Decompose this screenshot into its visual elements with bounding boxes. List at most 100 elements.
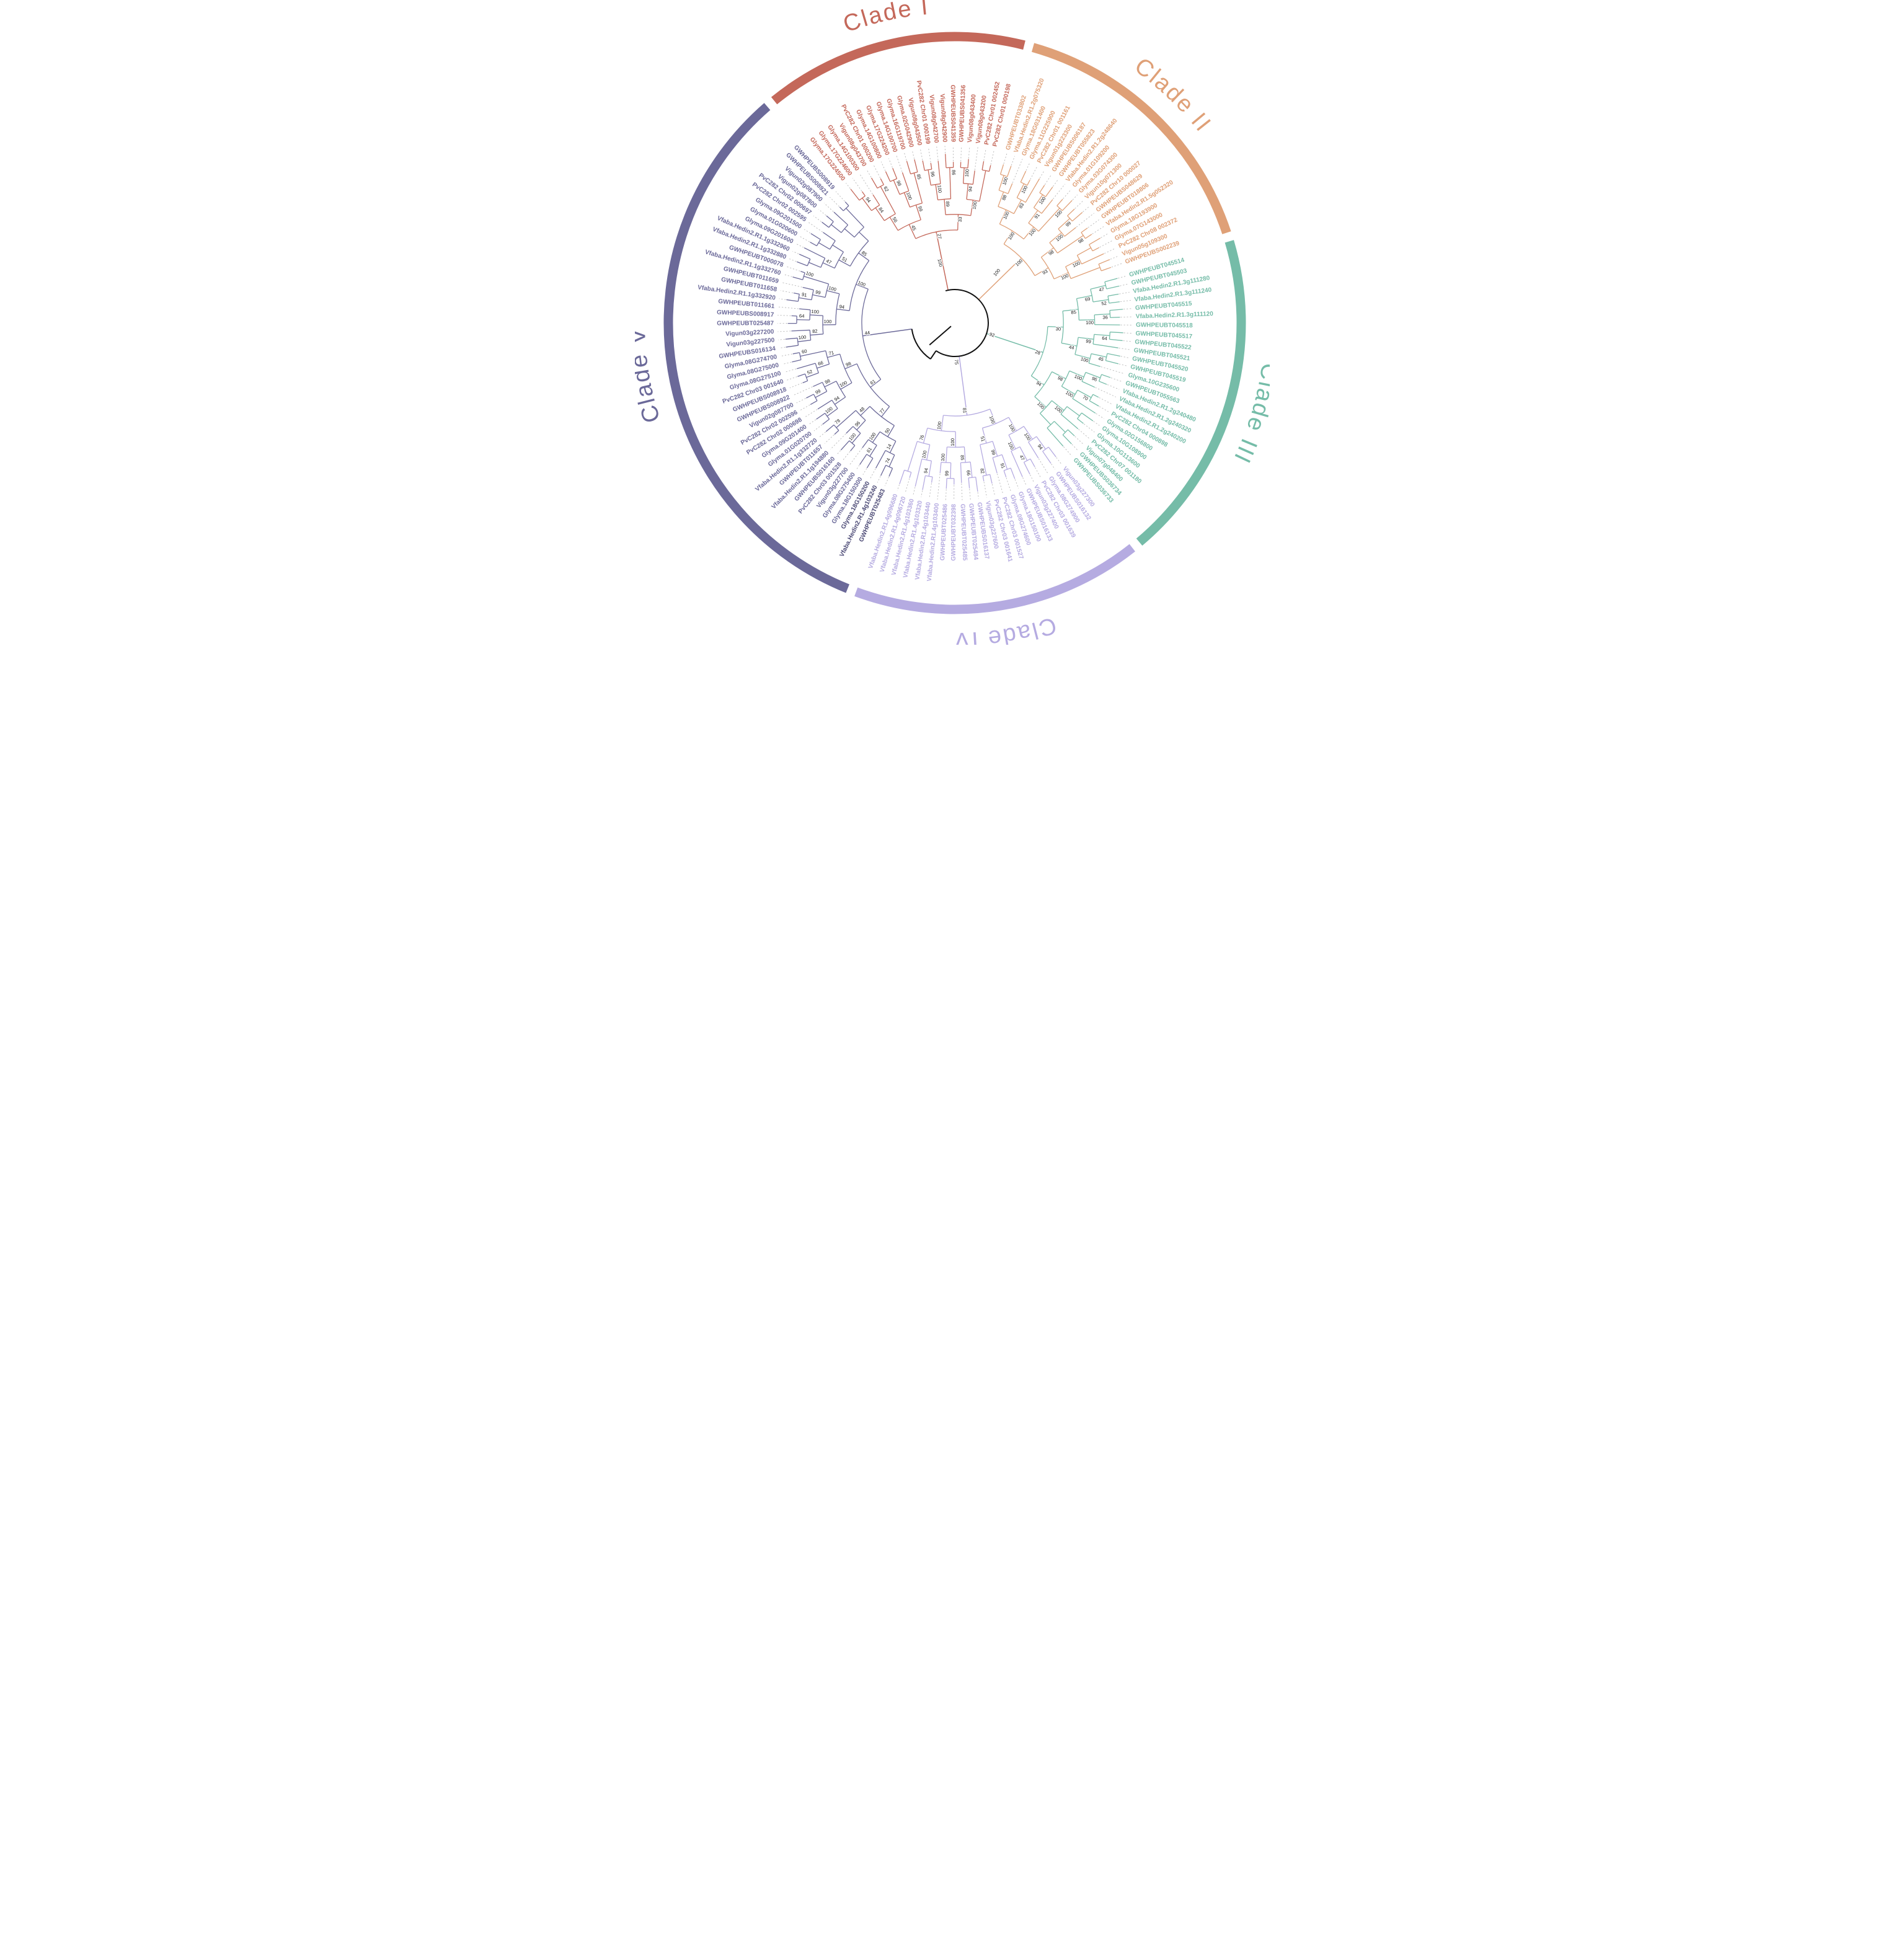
bootstrap-value: 99	[990, 449, 996, 456]
branch	[930, 162, 932, 170]
branch	[907, 441, 918, 472]
clade-arc-bands	[663, 32, 1246, 614]
leader-line	[912, 487, 915, 496]
bootstrap-value: 69	[1084, 296, 1091, 302]
leader-line	[796, 398, 806, 404]
branch	[997, 192, 1004, 207]
branch	[982, 476, 984, 482]
leader-line	[808, 222, 823, 232]
bootstrap-value: 100	[1060, 273, 1069, 281]
leader-line	[1050, 464, 1055, 470]
bootstrap-value: 98	[1056, 375, 1064, 383]
bootstrap-value: 98	[1077, 237, 1084, 244]
bootstrap-value: 100	[1006, 441, 1014, 450]
leader-line	[818, 431, 826, 438]
bootstrap-value: 51	[979, 436, 986, 442]
branch	[970, 462, 973, 478]
leader-line	[1092, 421, 1100, 426]
leader-line	[859, 173, 873, 195]
leader-line	[1071, 444, 1078, 451]
bootstrap-value: 85	[959, 455, 965, 461]
branch	[1047, 427, 1063, 447]
leader-line	[779, 347, 786, 348]
leader-line	[804, 409, 817, 418]
leader-line	[792, 386, 813, 396]
root-stub	[929, 325, 952, 346]
bootstrap-value: 94	[839, 304, 845, 310]
leader-lines	[777, 146, 1132, 500]
leader-line	[862, 468, 867, 475]
branch	[888, 454, 895, 467]
bootstrap-value: 30	[1055, 326, 1061, 332]
branch	[866, 458, 873, 469]
leader-line	[1110, 255, 1119, 260]
leader-line	[945, 489, 947, 500]
branch	[1026, 179, 1030, 186]
branch	[822, 232, 836, 241]
leader-line	[829, 197, 839, 207]
leader-line	[777, 306, 799, 309]
branch	[1007, 417, 1017, 431]
leader-line	[983, 482, 987, 498]
branch	[875, 450, 886, 469]
branch	[913, 172, 923, 203]
branch-arc	[937, 198, 950, 201]
bootstrap-value: 88	[1001, 194, 1007, 201]
bootstrap-value: 100	[992, 268, 1001, 277]
branch	[921, 476, 926, 490]
leaf-label: GWHPEUBS041356	[958, 84, 967, 142]
branch	[802, 380, 808, 384]
bootstrap-value: 81	[962, 407, 968, 413]
leader-line	[911, 151, 914, 159]
leader-line	[835, 191, 845, 202]
leader-line	[1117, 275, 1126, 279]
branch	[859, 454, 867, 465]
leaf-label: Vigun08g042900	[938, 94, 947, 143]
branch	[999, 210, 1006, 224]
leader-line	[1091, 226, 1104, 234]
branch	[1010, 467, 1015, 479]
leader-line	[792, 250, 799, 254]
bootstrap-value: 100	[949, 438, 955, 446]
branch	[798, 297, 812, 301]
branch	[981, 161, 984, 170]
branch	[1007, 435, 1016, 449]
clade-arc-band	[1136, 240, 1246, 546]
clade-stem	[862, 328, 912, 337]
bootstrap-value: 93	[1041, 268, 1048, 276]
branch	[926, 445, 930, 461]
leader-line	[1118, 347, 1130, 350]
branch	[913, 159, 918, 172]
leader-line	[852, 178, 862, 192]
branch	[903, 192, 910, 208]
bootstrap-value: 82	[979, 468, 985, 474]
branch	[991, 441, 998, 457]
branch-arc	[835, 293, 840, 325]
leaf-label: GWHPEUBT045518	[1135, 322, 1192, 329]
branch	[809, 314, 823, 316]
leader-line	[1120, 300, 1131, 303]
branch	[893, 180, 900, 195]
branch	[835, 410, 856, 428]
branch	[870, 379, 881, 388]
branch	[1045, 187, 1053, 197]
branch	[830, 224, 841, 233]
branch	[785, 337, 797, 340]
branch	[858, 231, 869, 242]
bootstrap-value: 45	[910, 224, 917, 231]
leader-line	[983, 148, 986, 161]
branch	[838, 259, 851, 267]
branch	[979, 445, 987, 476]
branch-arc	[820, 258, 825, 268]
bootstrap-value: 85	[860, 250, 867, 257]
branch	[998, 175, 1004, 191]
branch	[1013, 200, 1022, 215]
leader-line	[813, 215, 821, 223]
leader-line	[1120, 356, 1129, 358]
leader-line	[1104, 248, 1116, 254]
branch	[797, 373, 805, 377]
branch	[870, 177, 878, 188]
branch	[844, 363, 857, 369]
branch	[960, 462, 962, 483]
branch	[815, 391, 827, 398]
